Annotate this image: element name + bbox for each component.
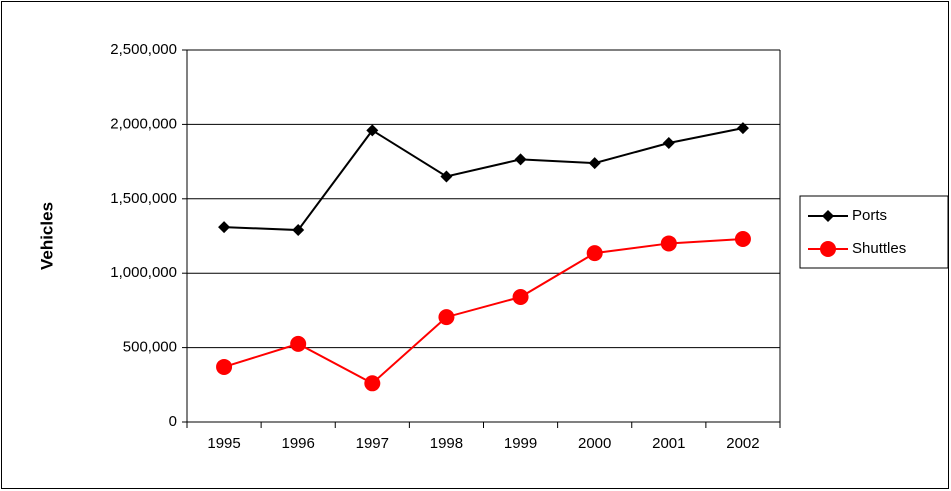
x-tick-label: 1999 (504, 435, 537, 452)
x-tick-label: 2001 (652, 435, 685, 452)
data-point (588, 157, 601, 170)
data-point (440, 170, 453, 183)
series-line (223, 237, 743, 385)
series-line (224, 127, 744, 232)
y-tick-label: 1,500,000 (110, 190, 177, 207)
data-point (366, 124, 379, 137)
legend-marker (820, 241, 836, 257)
legend-label: Ports (852, 207, 887, 224)
data-point (586, 245, 603, 262)
data-point (292, 224, 305, 237)
legend-marker (822, 210, 834, 222)
x-tick-label: 1996 (282, 435, 315, 452)
y-tick-label: 0 (169, 413, 177, 430)
data-point (512, 289, 529, 306)
data-point (662, 137, 675, 149)
y-tick-label: 1,000,000 (110, 264, 177, 281)
data-point (660, 235, 677, 252)
x-tick-label: 2000 (578, 435, 611, 452)
y-tick-label: 2,000,000 (110, 115, 177, 132)
x-tick-label: 2002 (726, 435, 759, 452)
data-point (216, 358, 233, 375)
x-tick-label: 1995 (207, 435, 240, 452)
legend-label: Shuttles (852, 240, 906, 257)
y-tick-label: 2,500,000 (110, 41, 177, 58)
data-point (438, 309, 455, 326)
data-point (290, 335, 307, 352)
x-tick-label: 1998 (430, 435, 463, 452)
y-tick-label: 500,000 (123, 339, 177, 356)
data-point (364, 375, 381, 392)
data-point (218, 221, 231, 234)
data-point (734, 230, 751, 247)
y-axis-label: Vehicles (37, 202, 56, 270)
data-point (736, 122, 749, 135)
x-tick-label: 1997 (356, 435, 389, 452)
data-point (514, 153, 527, 166)
